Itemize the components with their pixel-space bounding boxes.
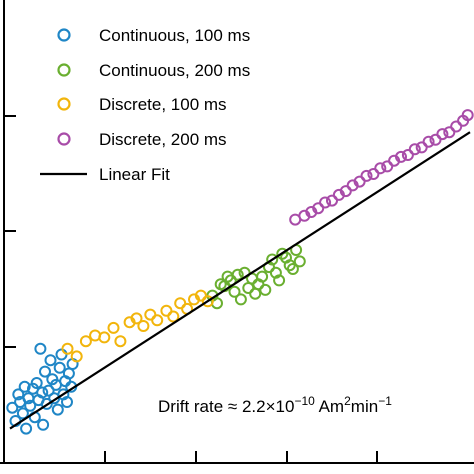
- legend-label-discrete-100: Discrete, 100 ms: [99, 95, 227, 114]
- point-series-2-1: [70, 350, 83, 363]
- point-series-2-10: [144, 308, 157, 321]
- annotation-prefix: Drift rate ≈ 2.2×10: [158, 397, 294, 416]
- point-series-3-19: [422, 135, 435, 148]
- legend-label-continuous-100: Continuous, 100 ms: [99, 26, 250, 45]
- point-series-0-5: [18, 380, 31, 393]
- point-series-0-14: [36, 386, 49, 399]
- point-series-0-19: [44, 354, 57, 367]
- point-series-0-17: [40, 397, 53, 410]
- point-series-1-25: [293, 255, 306, 268]
- point-series-3-12: [374, 162, 387, 175]
- legend-marker-continuous-100: [57, 28, 71, 42]
- point-series-3-25: [461, 109, 474, 122]
- point-series-3-23: [450, 120, 463, 133]
- point-series-3-7: [339, 185, 352, 198]
- point-series-1-8: [234, 293, 247, 306]
- point-series-0-16: [39, 365, 51, 378]
- point-series-0-0: [6, 401, 19, 414]
- point-series-3-10: [360, 169, 373, 182]
- drift-rate-annotation: Drift rate ≈ 2.2×10−10 Am2min−1: [158, 394, 392, 416]
- annotation-exp-3: −1: [378, 394, 392, 408]
- fit-layer: [9, 131, 471, 430]
- annotation-exp-1: −10: [294, 394, 315, 408]
- legend-marker-discrete-100: [57, 97, 71, 111]
- legend-label-discrete-200: Discrete, 200 ms: [99, 130, 227, 149]
- point-series-3-20: [429, 133, 442, 146]
- point-series-2-17: [194, 289, 207, 302]
- point-series-0-13: [34, 342, 47, 355]
- point-series-1-6: [228, 285, 241, 298]
- point-series-2-9: [137, 320, 150, 332]
- legend-label-continuous-200: Continuous, 200 ms: [99, 61, 250, 80]
- point-series-0-6: [20, 422, 33, 435]
- point-series-2-4: [98, 331, 111, 344]
- point-series-2-18: [201, 295, 214, 308]
- point-series-3-21: [436, 128, 449, 141]
- point-series-3-3: [312, 202, 325, 215]
- point-series-1-19: [273, 274, 286, 287]
- point-series-2-5: [107, 321, 120, 334]
- point-series-0-24: [53, 361, 66, 374]
- point-series-1-15: [259, 283, 272, 296]
- point-series-3-11: [367, 168, 380, 180]
- point-series-2-14: [174, 297, 187, 310]
- point-series-1-23: [286, 263, 299, 275]
- point-series-0-15: [37, 418, 50, 431]
- point-series-3-5: [326, 194, 338, 207]
- axes: [0, 0, 474, 464]
- annotation-unit-2: min: [351, 397, 378, 416]
- point-series-2-6: [114, 335, 127, 348]
- point-series-0-18: [42, 384, 55, 397]
- linear-fit-line: [9, 131, 471, 430]
- point-series-2-12: [160, 304, 173, 317]
- point-series-1-18: [269, 266, 282, 279]
- legend: Continuous, 100 ms Continuous, 200 ms Di…: [40, 26, 250, 184]
- legend-marker-continuous-200: [57, 63, 71, 77]
- point-series-1-7: [231, 268, 244, 281]
- point-series-3-4: [319, 196, 332, 209]
- point-series-2-8: [130, 312, 143, 325]
- point-series-1-17: [266, 253, 279, 266]
- point-series-0-25: [55, 348, 68, 361]
- point-series-1-14: [256, 270, 269, 283]
- annotation-unit-1: Am: [315, 397, 344, 416]
- annotation-exp-2: 2: [344, 394, 351, 408]
- point-series-0-28: [61, 396, 73, 408]
- data-points: [6, 109, 474, 435]
- point-series-0-8: [24, 399, 37, 412]
- point-series-3-15: [395, 150, 407, 163]
- point-series-1-12: [249, 287, 262, 300]
- point-series-2-11: [151, 314, 164, 327]
- point-series-3-18: [415, 141, 428, 154]
- point-series-3-9: [353, 175, 366, 188]
- legend-label-linear-fit: Linear Fit: [99, 165, 170, 184]
- point-series-3-13: [381, 160, 394, 173]
- point-series-0-2: [12, 388, 25, 401]
- point-series-1-20: [276, 247, 289, 260]
- point-series-0-23: [51, 403, 64, 416]
- point-series-3-17: [408, 143, 421, 156]
- legend-marker-discrete-200: [57, 132, 71, 146]
- point-series-2-0: [61, 342, 74, 355]
- point-series-0-4: [16, 407, 29, 420]
- point-series-3-16: [401, 149, 414, 161]
- point-series-2-2: [79, 335, 92, 348]
- point-series-0-11: [30, 377, 43, 389]
- point-series-3-22: [443, 126, 456, 139]
- point-series-2-13: [167, 310, 180, 323]
